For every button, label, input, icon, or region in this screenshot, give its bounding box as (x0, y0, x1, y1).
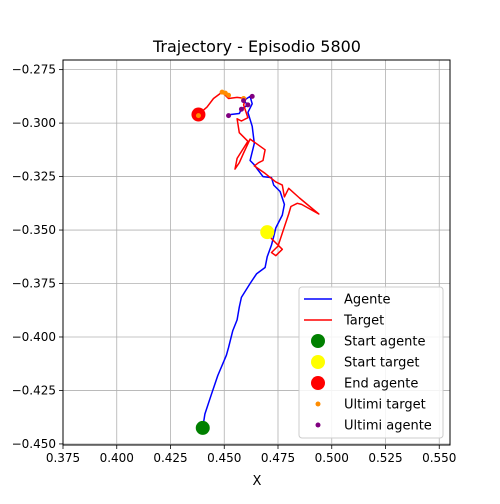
x-tick-label: 0.375 (46, 451, 80, 465)
marker-start-target (260, 225, 275, 240)
x-tick-label: 0.400 (100, 451, 134, 465)
grid-layer (62, 60, 450, 445)
x-tick-label: 0.425 (153, 451, 187, 465)
scatter-point-ultimi-target (226, 92, 232, 98)
scatter-point-ultimi-agente (226, 113, 232, 119)
legend-swatch-end-agente (311, 376, 325, 390)
legend-label-start-target: Start target (344, 356, 419, 371)
scatter-point-ultimi-agente (249, 93, 255, 99)
legend-label-target: Target (343, 314, 384, 329)
legend-label-ultimi-agente: Ultimi agente (344, 419, 432, 434)
y-tick-label: −0.400 (12, 330, 56, 344)
legend: Agente Target Start agente Start target End … (298, 286, 444, 439)
legend-label-start-agente: Start agente (344, 335, 425, 350)
marker-layer (191, 89, 275, 435)
x-axis-label: X (253, 474, 262, 489)
legend-swatch-ultimi-target (315, 401, 321, 407)
x-tick-label: 0.550 (422, 451, 456, 465)
scatter-point-ultimi-agente (238, 106, 244, 112)
marker-start-agente (195, 420, 210, 435)
plot-frame (62, 59, 451, 446)
scatter-point-ultimi-agente (241, 98, 247, 104)
legend-swatch-ultimi-agente (315, 422, 321, 428)
legend-swatch-start-target (311, 355, 325, 369)
x-tick-label: 0.500 (315, 451, 349, 465)
x-tick-label: 0.525 (368, 451, 402, 465)
legend-box (298, 286, 444, 439)
legend-swatch-start-agente (311, 334, 325, 348)
y-tick-label: −0.325 (12, 170, 56, 184)
chart-title: Trajectory - Episodio 5800 (152, 37, 361, 56)
scatter-point-ultimi-target (195, 113, 201, 119)
legend-label-agente: Agente (344, 293, 390, 308)
y-tick-label: −0.275 (12, 63, 56, 77)
y-tick-label: −0.350 (12, 223, 56, 237)
x-tick-label: 0.450 (207, 451, 241, 465)
x-tick-label: 0.475 (261, 451, 295, 465)
legend-label-end-agente: End agente (344, 377, 418, 392)
y-tick-label: −0.300 (12, 116, 56, 130)
y-tick-label: −0.425 (12, 383, 56, 397)
tick-layer: 0.375 0.400 0.425 0.450 0.475 0.500 0.525 0.550… (12, 63, 457, 465)
scatter-point-ultimi-agente (245, 102, 251, 108)
legend-label-ultimi-target: Ultimi target (344, 398, 426, 413)
y-tick-label: −0.450 (12, 437, 56, 451)
y-tick-label: −0.375 (12, 277, 56, 291)
